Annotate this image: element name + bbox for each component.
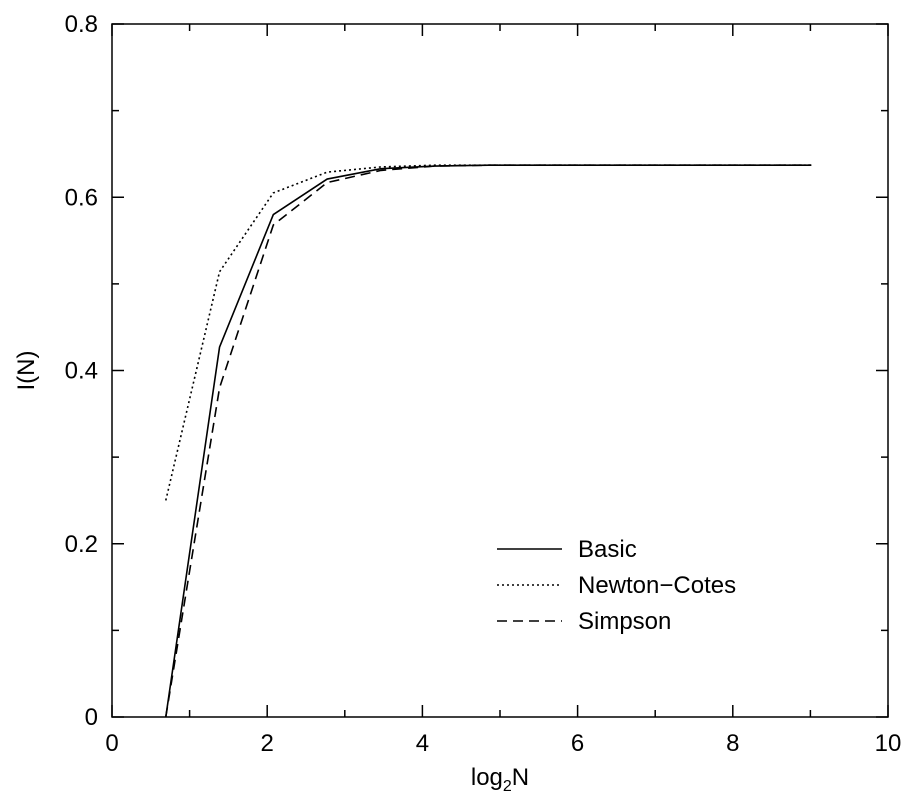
- x-tick-label: 8: [726, 730, 739, 757]
- axis-tick-labels: 0 2 4 6 8 10 0 0.2 0.4 0.6 0.8: [65, 11, 902, 757]
- y-tick-label: 0.4: [65, 358, 98, 385]
- y-tick-label: 0: [85, 704, 98, 731]
- axis-ticks: [111, 23, 889, 718]
- legend-label: Newton−Cotes: [578, 572, 736, 599]
- y-tick-label: 0.8: [65, 11, 98, 38]
- series-line-basic: [164, 164, 812, 718]
- y-tick-label: 0.6: [65, 184, 98, 211]
- legend-label: Simpson: [578, 608, 671, 635]
- x-axis-label-main: log: [471, 764, 503, 791]
- x-tick-label: 10: [875, 730, 902, 757]
- y-tick-label: 0.2: [65, 531, 98, 558]
- legend-label: Basic: [578, 536, 637, 563]
- x-axis-label-tail: N: [512, 764, 529, 791]
- x-tick-label: 0: [105, 730, 118, 757]
- plot-frame: [111, 23, 889, 718]
- x-axis-label: log2N: [471, 764, 529, 795]
- y-axis-label: I(N): [13, 351, 40, 391]
- legend: Basic Newton−Cotes Simpson: [497, 536, 736, 635]
- series-line-simpson: [164, 164, 812, 718]
- series-line-newton-cotes: [165, 164, 812, 501]
- x-axis-label-subscript: 2: [503, 778, 512, 795]
- x-tick-label: 6: [571, 730, 584, 757]
- x-tick-label: 4: [416, 730, 429, 757]
- x-tick-label: 2: [261, 730, 274, 757]
- data-series: [164, 164, 812, 718]
